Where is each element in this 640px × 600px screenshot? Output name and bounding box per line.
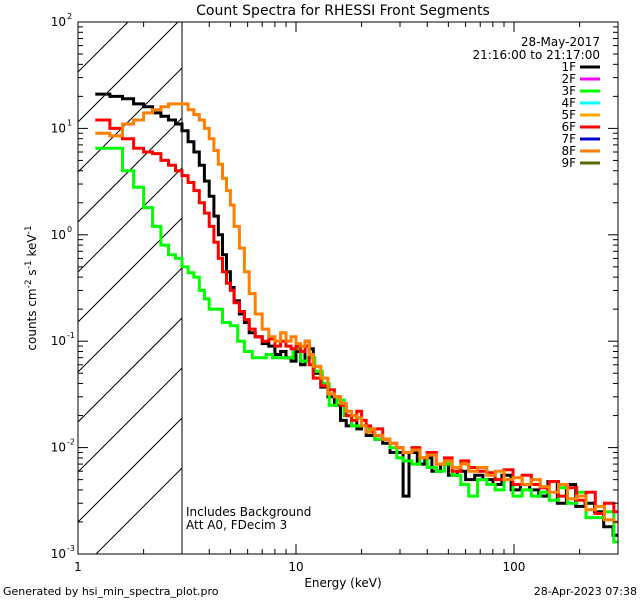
y-tick-label: 10: [51, 334, 66, 348]
x-axis-label: Energy (keV): [304, 576, 381, 590]
footer-generated: Generated by hsi_min_spectra_plot.pro: [3, 585, 219, 598]
legend-label: 2F: [561, 72, 576, 86]
legend-label: 3F: [561, 84, 576, 98]
y-tick-exponent: -2: [67, 438, 75, 447]
y-label-exp: -1: [24, 260, 34, 269]
hatch-line: [78, 22, 129, 73]
excluded-region-hatch: [78, 22, 183, 554]
y-label-exp: -1: [24, 225, 34, 234]
chart-title: Count Spectra for RHESSI Front Segments: [196, 3, 490, 19]
info-date: 28-May-2017: [521, 35, 600, 49]
legend-label: 1F: [561, 60, 576, 74]
y-tick-label: 10: [51, 228, 66, 242]
y-tick-label: 10: [51, 441, 66, 455]
hatch-line: [78, 167, 183, 273]
hatch-line: [78, 67, 183, 173]
y-label-part: keV: [25, 234, 39, 261]
x-tick-label: 100: [503, 560, 526, 574]
y-tick-label: 10: [51, 15, 66, 29]
y-label-part: s: [25, 269, 39, 279]
legend-label: 5F: [561, 108, 576, 122]
info-time-range: 21:16:00 to 21:17:00: [473, 48, 600, 62]
y-label-part: counts cm: [25, 288, 39, 350]
hatch-line: [95, 467, 183, 554]
y-tick-exponent: -1: [67, 331, 75, 340]
legend-label: 4F: [561, 96, 576, 110]
footer-timestamp: 28-Apr-2023 07:38: [534, 585, 637, 598]
y-tick-exponent: 2: [67, 12, 72, 21]
legend-label: 7F: [561, 132, 576, 146]
hatch-line: [78, 22, 179, 123]
hatch-line: [78, 267, 183, 373]
y-tick-exponent: 1: [67, 118, 72, 127]
x-tick-label: 10: [288, 560, 303, 574]
x-tick-label: 1: [74, 560, 82, 574]
series-8F-line: [95, 102, 618, 524]
y-label-exp: -2: [24, 279, 34, 288]
legend-label: 8F: [561, 144, 576, 158]
y-tick-exponent: 0: [67, 225, 72, 234]
series-1F-line: [95, 92, 618, 537]
hatch-line: [78, 217, 183, 323]
legend-label: 9F: [561, 156, 576, 170]
annotation-background: Includes Background: [186, 505, 311, 519]
hatch-line: [78, 367, 183, 473]
hatch-line: [78, 317, 183, 423]
plot-frame: [77, 21, 619, 555]
series-lines: [95, 92, 618, 544]
y-tick-label: 10: [51, 547, 66, 561]
annotation-attenuator: Att A0, FDecim 3: [186, 518, 287, 532]
y-tick-label: 10: [51, 121, 66, 135]
hatch-line: [78, 22, 79, 23]
legend-label: 6F: [561, 120, 576, 134]
y-axis-label: counts cm-2 s-1 keV-1: [24, 225, 39, 350]
series-6F-line: [95, 118, 618, 515]
y-tick-exponent: -3: [67, 544, 75, 553]
hatch-line: [78, 417, 183, 523]
